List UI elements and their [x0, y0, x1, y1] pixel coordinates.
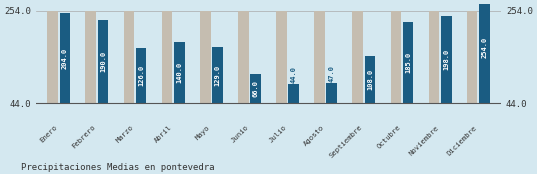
- Bar: [162, 11, 172, 103]
- Bar: [238, 11, 249, 103]
- Bar: [124, 11, 134, 103]
- Text: 66.0: 66.0: [252, 80, 258, 97]
- Text: 129.0: 129.0: [214, 64, 220, 86]
- Text: 254.0: 254.0: [481, 37, 487, 58]
- Bar: [212, 46, 223, 103]
- Bar: [352, 11, 363, 103]
- Bar: [174, 42, 185, 103]
- Bar: [479, 0, 490, 103]
- Text: 198.0: 198.0: [443, 49, 449, 70]
- Bar: [200, 11, 211, 103]
- Bar: [136, 48, 147, 103]
- Bar: [390, 11, 401, 103]
- Bar: [98, 20, 108, 103]
- Text: 126.0: 126.0: [138, 65, 144, 86]
- Bar: [365, 56, 375, 103]
- Bar: [429, 11, 439, 103]
- Bar: [441, 16, 452, 103]
- Bar: [47, 11, 58, 103]
- Bar: [288, 84, 299, 103]
- Text: 44.0: 44.0: [291, 66, 296, 83]
- Text: Precipitaciones Medias en pontevedra: Precipitaciones Medias en pontevedra: [21, 163, 215, 172]
- Text: 204.0: 204.0: [62, 48, 68, 69]
- Text: 47.0: 47.0: [329, 65, 335, 82]
- Text: 185.0: 185.0: [405, 52, 411, 73]
- Bar: [250, 74, 261, 103]
- Bar: [314, 11, 325, 103]
- Text: 140.0: 140.0: [176, 62, 182, 83]
- Bar: [60, 13, 70, 103]
- Text: 108.0: 108.0: [367, 69, 373, 90]
- Text: 190.0: 190.0: [100, 51, 106, 72]
- Bar: [276, 11, 287, 103]
- Bar: [85, 11, 96, 103]
- Bar: [326, 83, 337, 103]
- Bar: [403, 22, 413, 103]
- Bar: [467, 11, 477, 103]
